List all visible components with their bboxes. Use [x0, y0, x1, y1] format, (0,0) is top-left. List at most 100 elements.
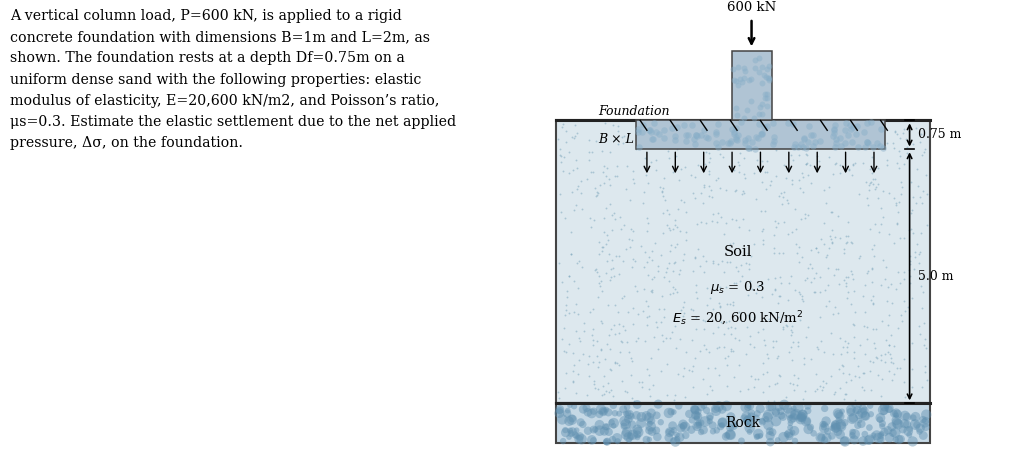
Point — [592, 277, 608, 284]
Point — [896, 269, 912, 276]
Point — [610, 252, 627, 259]
Text: $E_s$ = 20, 600 kN/m$^2$: $E_s$ = 20, 600 kN/m$^2$ — [672, 309, 804, 328]
Point — [753, 110, 770, 117]
Point — [864, 123, 880, 130]
Point — [600, 236, 617, 243]
Point — [813, 235, 829, 242]
Point — [764, 140, 781, 147]
Point — [606, 358, 623, 366]
Point — [657, 196, 673, 204]
Point — [722, 330, 739, 337]
Point — [831, 235, 847, 242]
Point — [618, 410, 634, 417]
Point — [893, 312, 909, 319]
Point — [711, 299, 727, 306]
Point — [618, 185, 634, 192]
Text: Soil: Soil — [724, 245, 752, 259]
Point — [732, 134, 748, 141]
Point — [626, 179, 642, 187]
Point — [661, 259, 677, 267]
Point — [784, 357, 800, 364]
Point — [711, 302, 727, 309]
Point — [881, 341, 898, 348]
Point — [795, 135, 812, 143]
Point — [684, 368, 701, 375]
Point — [595, 214, 611, 221]
Point — [608, 172, 625, 179]
Point — [824, 239, 840, 246]
Point — [589, 353, 605, 360]
Point — [780, 405, 796, 413]
Point — [560, 148, 577, 156]
Point — [830, 280, 846, 287]
Point — [725, 239, 742, 246]
Point — [568, 432, 585, 440]
Point — [815, 377, 831, 385]
Point — [826, 272, 842, 279]
Point — [594, 391, 610, 398]
Point — [787, 205, 803, 213]
Point — [624, 176, 640, 183]
Point — [750, 375, 766, 383]
Point — [792, 316, 808, 324]
Point — [599, 438, 616, 445]
Point — [630, 310, 646, 317]
Point — [830, 411, 846, 418]
Point — [629, 426, 645, 433]
Point — [793, 415, 810, 422]
Point — [807, 371, 824, 378]
Point — [811, 249, 827, 256]
Point — [910, 182, 926, 189]
Point — [754, 325, 771, 333]
Point — [736, 171, 752, 178]
Point — [556, 385, 573, 392]
Point — [865, 180, 881, 187]
Point — [637, 154, 654, 162]
Point — [827, 425, 843, 432]
Point — [916, 149, 933, 156]
Point — [768, 338, 785, 345]
Point — [570, 370, 587, 378]
Point — [585, 306, 601, 313]
Point — [666, 396, 682, 403]
Point — [722, 345, 739, 353]
Point — [685, 135, 702, 143]
Point — [552, 406, 568, 413]
Point — [558, 306, 575, 313]
Point — [619, 389, 635, 396]
Point — [872, 416, 889, 423]
Point — [725, 65, 742, 72]
Point — [662, 429, 678, 436]
Point — [836, 139, 853, 146]
Point — [737, 136, 753, 144]
Point — [677, 423, 694, 431]
Point — [723, 323, 740, 330]
Point — [585, 341, 601, 348]
Point — [606, 301, 623, 308]
Point — [791, 151, 807, 158]
Point — [873, 204, 890, 212]
Point — [740, 403, 756, 411]
Point — [709, 344, 725, 351]
Point — [783, 416, 799, 423]
Point — [698, 257, 714, 265]
Point — [633, 413, 649, 420]
Point — [822, 143, 838, 151]
Point — [646, 333, 663, 341]
Point — [832, 413, 849, 420]
Point — [610, 329, 627, 336]
Point — [722, 301, 739, 308]
Point — [595, 383, 611, 390]
Point — [802, 261, 819, 268]
Point — [803, 279, 820, 286]
Point — [741, 265, 757, 273]
Text: Foundation: Foundation — [598, 105, 669, 118]
Point — [705, 329, 721, 336]
Point — [712, 304, 728, 311]
Point — [775, 413, 791, 420]
Point — [579, 404, 595, 412]
Point — [552, 151, 568, 159]
Point — [890, 130, 906, 137]
Point — [881, 367, 898, 375]
Point — [786, 414, 802, 421]
